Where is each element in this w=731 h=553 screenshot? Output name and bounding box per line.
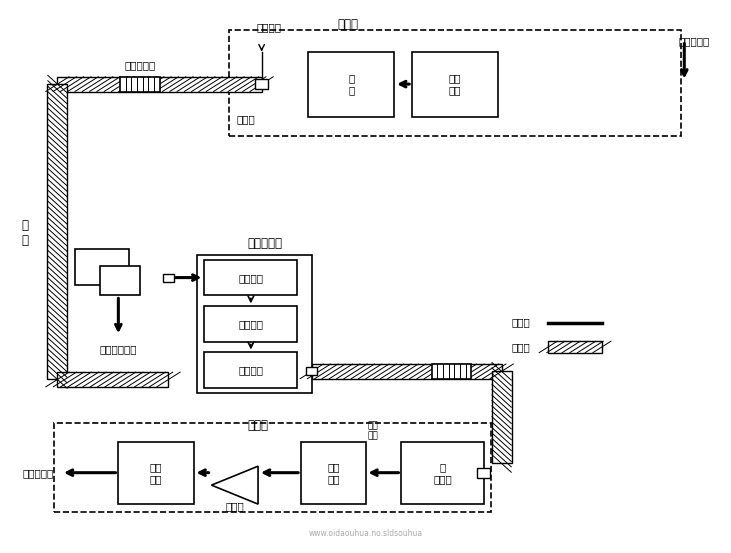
Polygon shape [211,466,258,504]
Bar [432,364,471,379]
Text: 光纤
耦频: 光纤 耦频 [367,421,378,441]
Text: 光耦
合器: 光耦 合器 [327,462,339,484]
Text: 光信号: 光信号 [512,342,530,352]
Bar [205,260,298,295]
Text: www.oidaouhua.no.sldsouhua: www.oidaouhua.no.sldsouhua [308,529,423,538]
Bar [163,274,174,281]
Bar [48,84,67,379]
Bar [301,442,366,504]
Bar [197,255,311,393]
Bar [54,423,491,512]
Text: 放大器: 放大器 [226,502,244,512]
Text: 光
源: 光 源 [348,74,355,95]
Text: 电信号: 电信号 [512,317,530,327]
Text: 光发射机: 光发射机 [238,365,263,375]
Bar [255,79,268,89]
Text: 光纤连接盒: 光纤连接盒 [124,60,156,70]
Bar [205,306,298,342]
Bar [120,76,159,92]
Text: 信号
判决: 信号 判决 [150,462,162,484]
Text: 电信号输出: 电信号输出 [23,468,54,478]
Text: 光接收机: 光接收机 [238,273,263,283]
Text: 光
放大器: 光 放大器 [433,462,452,484]
Text: 接收机: 接收机 [248,419,268,432]
Bar [118,442,194,504]
Text: 连接器: 连接器 [237,114,255,124]
Text: 电信号输入: 电信号输入 [678,36,709,46]
Bar [230,30,681,135]
Bar [412,51,498,117]
Bar [205,352,298,388]
Bar [311,364,501,379]
Bar [58,372,168,387]
Bar [401,442,484,504]
Text: 光
缆: 光 缆 [22,219,29,247]
Text: 电再生器: 电再生器 [238,319,263,329]
Text: 线路故障备份: 线路故障备份 [99,344,137,354]
Bar [308,51,394,117]
Text: 光纤合束代替器: 光纤合束代替器 [86,247,129,257]
Bar [75,249,129,285]
Text: 电调
制器: 电调 制器 [449,74,461,95]
Bar [491,372,512,463]
Bar [306,367,317,375]
Text: 再生中继器: 再生中继器 [248,237,283,251]
Bar [548,341,602,353]
Text: 发射机: 发射机 [337,18,358,31]
Bar [477,468,491,478]
Text: 光调制器: 光调制器 [257,22,281,32]
Bar [58,76,262,92]
Bar [100,265,140,295]
